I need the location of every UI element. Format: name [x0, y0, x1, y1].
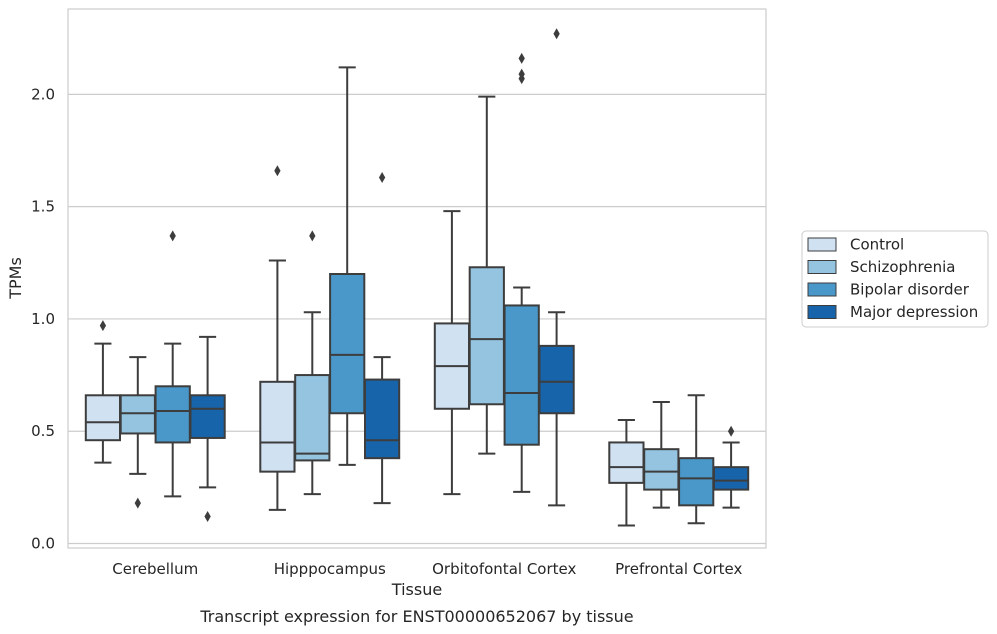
outlier-point — [378, 171, 386, 183]
x-tick-label: Orbitofontal Cortex — [432, 560, 576, 578]
iqr-box — [259, 380, 296, 473]
legend-swatch — [807, 260, 837, 274]
x-tick-label: Hipppocampus — [274, 560, 386, 578]
legend-swatch — [807, 305, 837, 319]
y-tick-label: 0.5 — [31, 422, 55, 440]
box-bipolar-disorder — [329, 66, 366, 466]
outlier-point — [727, 425, 735, 437]
iqr-box — [643, 448, 680, 491]
box-control — [84, 320, 122, 464]
iqr-box — [154, 385, 191, 444]
box-schizophrenia — [294, 230, 331, 496]
legend-swatch — [807, 282, 837, 297]
iqr-box — [189, 394, 226, 439]
legend-label: Major depression — [850, 303, 978, 321]
iqr-box — [119, 394, 156, 435]
iqr-box — [503, 304, 540, 446]
legend-label: Bipolar disorder — [850, 281, 970, 299]
box-bipolar-disorder — [678, 394, 715, 525]
box-control — [259, 165, 296, 511]
y-tick-label: 2.0 — [31, 85, 55, 103]
legend-items: Control Schizophrenia Bipolar disorder Majo… — [807, 236, 978, 321]
x-tick-labels: Cerebellum Hipppocampus Orbitofontal Corte… — [112, 560, 742, 578]
box-schizophrenia — [119, 356, 156, 509]
box-control — [608, 418, 645, 527]
boxes-layer — [84, 28, 750, 527]
legend-frame — [801, 230, 989, 328]
legend-label: Control — [850, 236, 904, 254]
box-control — [433, 210, 471, 496]
outlier-point — [518, 52, 525, 64]
outlier-point — [309, 230, 316, 242]
outlier-point — [204, 511, 211, 523]
iqr-box — [712, 466, 750, 491]
box-major-depression — [189, 335, 226, 523]
iqr-box — [363, 378, 401, 460]
outlier-point — [169, 230, 176, 242]
outlier-point — [99, 320, 107, 332]
legend: Control Schizophrenia Bipolar disorder Majo… — [801, 230, 989, 328]
box-bipolar-disorder — [503, 52, 540, 493]
iqr-box — [608, 441, 645, 484]
iqr-box — [84, 394, 122, 442]
x-tick-label: Prefrontal Cortex — [615, 560, 742, 578]
box-schizophrenia — [643, 401, 680, 509]
plot-area-frame — [67, 8, 767, 549]
legend-swatch — [807, 237, 837, 252]
iqr-box — [294, 374, 331, 462]
box-major-depression — [363, 171, 401, 505]
y-tick-label: 1.5 — [31, 198, 55, 216]
x-tick-label: Cerebellum — [112, 560, 198, 578]
outlier-point — [134, 497, 141, 509]
chart-caption: Transcript expression for ENST0000065206… — [199, 607, 633, 626]
iqr-box — [678, 457, 715, 507]
y-axis-label: TPMs — [6, 257, 25, 300]
box-major-depression — [538, 28, 575, 507]
iqr-box — [468, 266, 505, 406]
y-tick-labels: 0.0 0.5 1.0 1.5 2.0 — [31, 85, 55, 552]
y-tick-label: 0.0 — [31, 535, 55, 553]
box-schizophrenia — [468, 95, 505, 455]
iqr-box — [538, 344, 575, 415]
legend-label: Schizophrenia — [850, 258, 955, 276]
y-tick-label: 1.0 — [31, 310, 55, 328]
outlier-point — [274, 165, 281, 177]
outlier-point — [518, 68, 525, 80]
x-axis-label: Tissue — [391, 580, 442, 599]
outlier-point — [553, 28, 560, 40]
iqr-box — [329, 273, 366, 415]
box-major-depression — [712, 425, 750, 509]
box-bipolar-disorder — [154, 230, 191, 498]
